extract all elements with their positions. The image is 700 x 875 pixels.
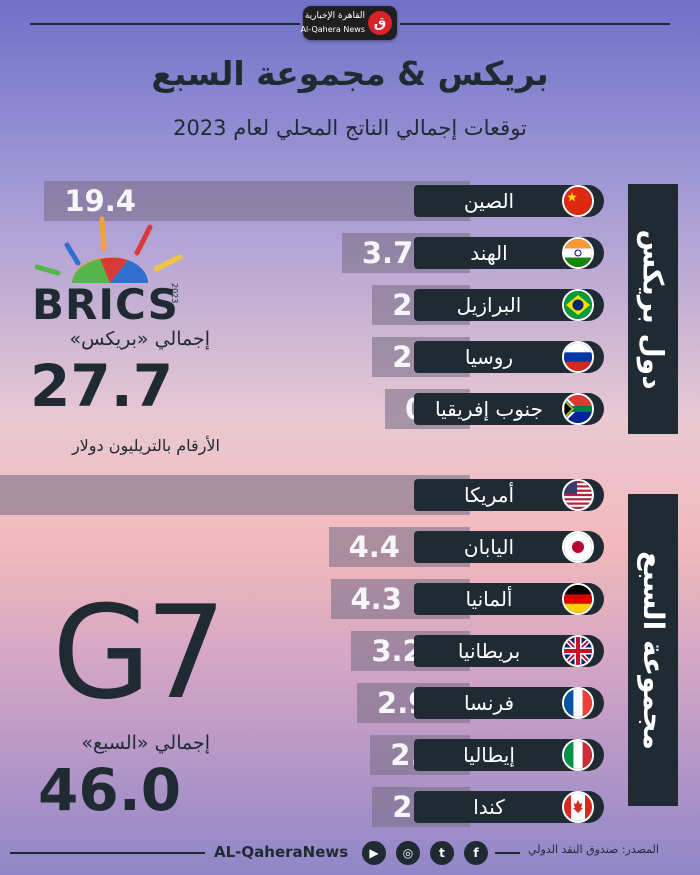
brics-total-label: إجمالي «بريكس» [69, 328, 211, 350]
brics-side-label: دول بريكس [636, 228, 670, 390]
germany-flag-icon [562, 583, 594, 615]
twitter-icon[interactable]: t [430, 841, 454, 865]
footer-divider-mid [495, 852, 520, 854]
south-africa-flag-icon [562, 393, 594, 425]
usa-flag-icon [562, 479, 594, 511]
channel-logo: القاهرة الإخبارية Al-Qahera News ق [300, 6, 397, 40]
france-flag-icon [562, 687, 594, 719]
header-divider-right [400, 23, 670, 25]
russia-flag-icon [562, 341, 594, 373]
g7-total-label: إجمالي «السبع» [81, 732, 210, 754]
brics-logo-word: BRICS [32, 280, 179, 329]
value-germany: 4.3 [350, 582, 402, 616]
g7-logo-word: G7 [52, 579, 227, 728]
brics-total-value: 27.7 [30, 352, 174, 420]
value-japan: 4.4 [348, 530, 400, 564]
g7-side-label: مجموعة السبع [636, 550, 670, 750]
bar-china [44, 181, 470, 221]
units-note: الأرقام بالتريليون دولار [71, 436, 220, 455]
bar-usa [0, 475, 470, 515]
logo-arabic-text: القاهرة الإخبارية [304, 11, 365, 21]
china-flag-icon [562, 185, 594, 217]
source-note: المصدر: صندوق النقد الدولي [528, 843, 659, 856]
page-title: بريكس & مجموعة السبع [151, 54, 549, 93]
india-flag-icon [562, 237, 594, 269]
brazil-flag-icon [562, 289, 594, 321]
canada-flag-icon [562, 791, 594, 823]
uk-flag-icon [562, 635, 594, 667]
footer-divider-left [10, 852, 205, 854]
value-china: 19.4 [64, 184, 136, 218]
instagram-icon[interactable]: ◎ [396, 841, 420, 865]
header-divider-left [30, 23, 300, 25]
value-india: 3.7 [361, 236, 414, 270]
logo-mark: ق [368, 11, 392, 35]
italy-flag-icon [562, 739, 594, 771]
g7-side-panel: مجموعة السبع [628, 494, 678, 806]
g7-total-value: 46.0 [38, 756, 182, 824]
page-subtitle: توقعات إجمالي الناتج المحلي لعام 2023 [173, 116, 527, 140]
facebook-icon[interactable]: f [464, 841, 488, 865]
logo-english-text: Al-Qahera News [300, 25, 365, 34]
brics-logo-year: 2023 [170, 283, 179, 304]
youtube-icon[interactable]: ▶ [362, 841, 386, 865]
japan-flag-icon [562, 531, 594, 563]
brics-side-panel: دول بريكس [628, 184, 678, 434]
brics-rays-icon [34, 216, 183, 283]
footer-brand: AL-QaheraNews [214, 843, 349, 861]
